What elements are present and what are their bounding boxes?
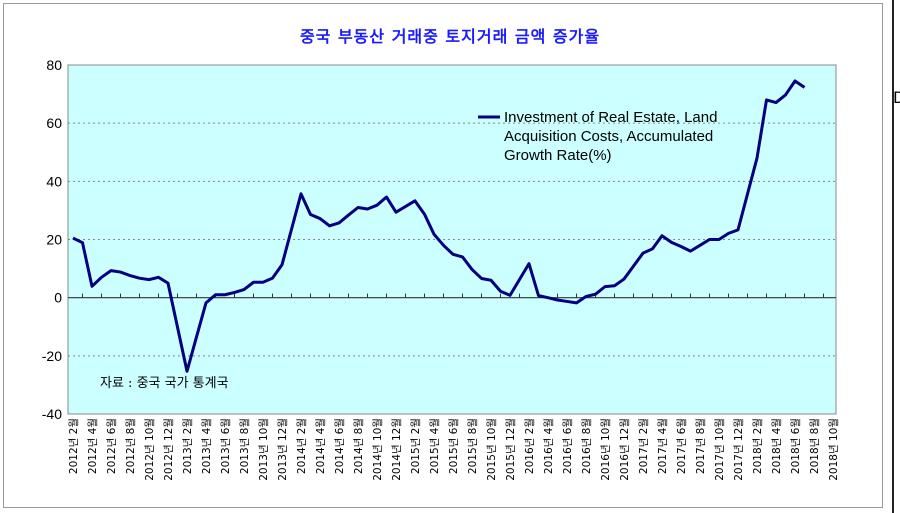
legend-line-2: Acquisition Costs, Accumulated — [504, 128, 713, 145]
legend: Investment of Real Estate, Land Acquisit… — [478, 109, 717, 164]
x-tick-label: 2016년 8월 — [581, 418, 593, 474]
series-line — [72, 79, 806, 373]
y-tick-label: 40 — [46, 173, 62, 189]
x-tick-label: 2014년 6월 — [334, 418, 346, 474]
source-note: 자료 : 중국 국가 통계국 — [100, 376, 229, 391]
chart-frame — [3, 3, 883, 508]
y-tick-label: 80 — [46, 57, 62, 73]
x-tick-label: 2016년 12월 — [619, 418, 631, 481]
edge-text: D — [893, 88, 900, 107]
x-axis: 2012년 2월 2012년 4월 2012년 6월 2012년 8월 2012년 10… — [68, 293, 840, 481]
x-tick-label: 2014년 2월 — [296, 418, 308, 474]
x-tick-label: 2015년 4월 — [429, 418, 441, 474]
x-tick-label: 2012년 10월 — [144, 418, 156, 481]
x-tick-label: 2013년 4월 — [201, 418, 213, 474]
x-tick-label: 2012년 2월 — [68, 418, 80, 474]
x-tick-label: 2013년 10월 — [258, 418, 270, 481]
x-tick-label: 2014년 8월 — [353, 418, 365, 474]
x-tick-label: 2017년 12월 — [733, 418, 745, 481]
x-tick-label: 2017년 6월 — [676, 418, 688, 474]
y-axis: -40 -20 0 20 40 60 80 — [42, 57, 62, 422]
x-tick-label: 2012년 4월 — [87, 418, 99, 474]
chart-title: 중국 부동산 거래중 토지거래 금액 증가율 — [300, 27, 600, 46]
x-tick-label: 2015년 2월 — [410, 418, 422, 474]
x-tick-label: 2013년 2월 — [182, 418, 194, 474]
x-tick-label: 2018년 10월 — [828, 418, 840, 481]
x-tick-label: 2016년 10월 — [600, 418, 612, 481]
x-tick-label: 2013년 12월 — [277, 418, 289, 481]
data-points — [72, 80, 805, 372]
x-tick-label: 2018년 4월 — [771, 418, 783, 474]
y-tick-label: 0 — [54, 290, 62, 306]
y-tick-label: 60 — [46, 115, 62, 131]
x-tick-label: 2013년 6월 — [220, 418, 232, 474]
x-tick-label: 2018년 6월 — [790, 418, 802, 474]
x-tick-label: 2015년 8월 — [467, 418, 479, 474]
x-tick-label: 2017년 2월 — [638, 418, 650, 474]
x-tick-label: 2017년 10월 — [714, 418, 726, 481]
x-tick-label: 2016년 6월 — [562, 418, 574, 474]
y-tick-label: -40 — [42, 406, 62, 422]
x-tick-label: 2014년 10월 — [372, 418, 384, 481]
x-tick-label: 2012년 6월 — [106, 418, 118, 474]
x-tick-label: 2017년 8월 — [695, 418, 707, 474]
x-tick-label: 2012년 8월 — [125, 418, 137, 474]
x-tick-label: 2012년 12월 — [163, 418, 175, 481]
x-tick-label: 2016년 2월 — [524, 418, 536, 474]
x-tick-label: 2018년 2월 — [752, 418, 764, 474]
legend-line-3: Growth Rate(%) — [504, 147, 612, 164]
window-edge — [892, 0, 894, 513]
x-tick-label: 2013년 8월 — [239, 418, 251, 474]
y-tick-label: -20 — [42, 348, 62, 364]
y-tick-label: 20 — [46, 232, 62, 248]
x-tick-label: 2015년 12월 — [505, 418, 517, 481]
x-tick-label: 2015년 10월 — [486, 418, 498, 481]
x-tick-label: 2016년 4월 — [543, 418, 555, 474]
x-tick-label: 2014년 12월 — [391, 418, 403, 481]
x-tick-label: 2014년 4월 — [315, 418, 327, 474]
x-tick-label: 2017년 4월 — [657, 418, 669, 474]
legend-line-1: Investment of Real Estate, Land — [504, 109, 717, 126]
x-tick-label: 2015년 6월 — [448, 418, 460, 474]
x-tick-label: 2018년 8월 — [809, 418, 821, 474]
